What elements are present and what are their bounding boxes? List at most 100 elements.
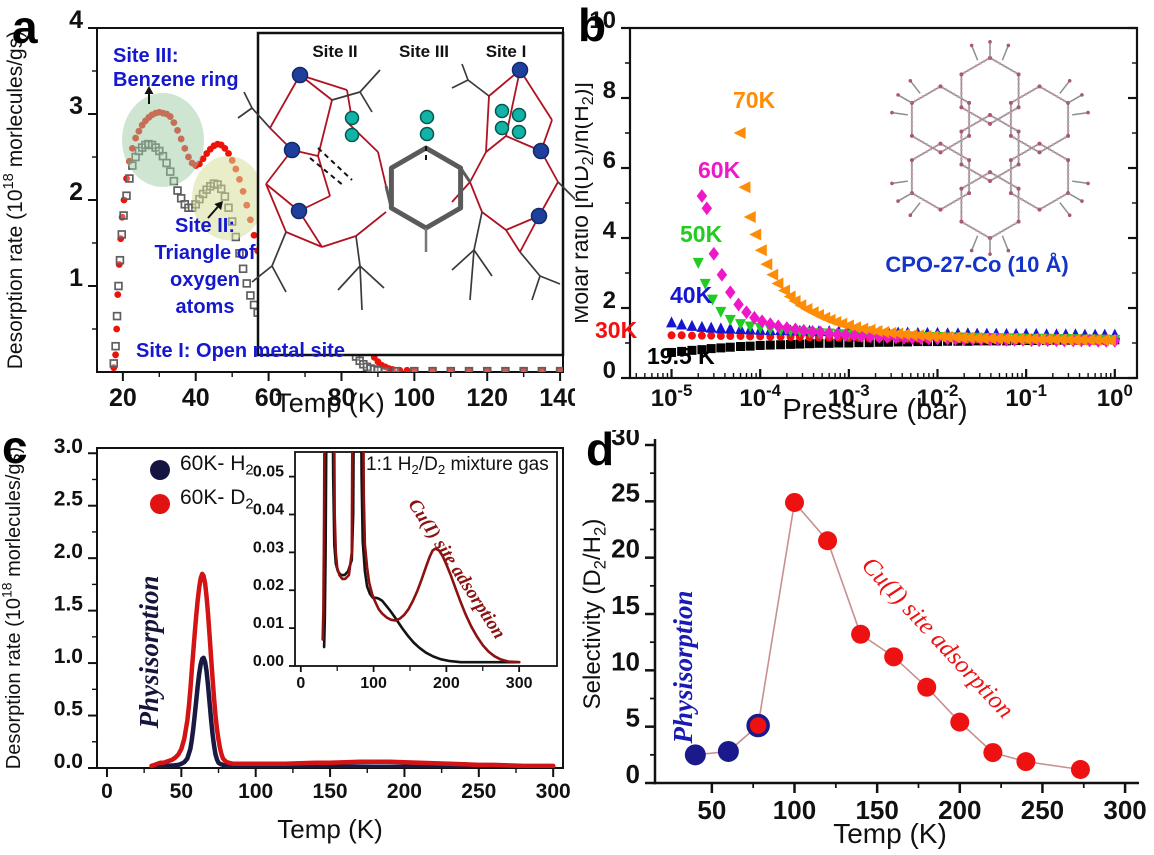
panel-label-b: b <box>578 0 607 51</box>
svg-text:300: 300 <box>536 780 571 803</box>
adsorbed-molecule-icon <box>494 120 510 136</box>
svg-text:10-1: 10-1 <box>1005 381 1047 412</box>
svg-text:100: 100 <box>773 795 816 825</box>
series-mixture-D2 <box>321 452 521 664</box>
svg-text:30K: 30K <box>595 317 638 343</box>
svg-text:1.0: 1.0 <box>54 645 83 668</box>
svg-text:0.04: 0.04 <box>253 501 284 518</box>
svg-text:Benzene ring: Benzene ring <box>113 69 239 91</box>
metal-atom-icon <box>511 61 529 79</box>
panel-c-chart: 0 50 100 150 200 250 300 0.0 0.5 1.0 1.5 2.0 2.5 3.0 T… <box>0 435 571 844</box>
svg-text:100: 100 <box>360 675 387 692</box>
svg-text:0.00: 0.00 <box>253 653 284 670</box>
svg-text:Desorption rate (1018 morlecul: Desorption rate (1018 morlecules/gs) <box>0 447 25 769</box>
svg-text:0: 0 <box>603 357 616 384</box>
svg-text:0.01: 0.01 <box>253 615 284 632</box>
adsorbed-molecule-icon <box>494 103 510 119</box>
svg-text:60K- H2: 60K- H2 <box>180 452 254 479</box>
svg-text:100: 100 <box>393 384 435 412</box>
svg-text:19.5 K: 19.5 K <box>647 343 715 369</box>
molecular-structure-inset <box>237 31 575 357</box>
svg-text:200: 200 <box>387 780 422 803</box>
adsorbed-molecule-icon <box>419 109 435 125</box>
svg-text:10: 10 <box>589 7 616 34</box>
svg-text:10-5: 10-5 <box>651 381 693 412</box>
series-60K-D2 <box>149 571 556 768</box>
svg-text:60K- D2: 60K- D2 <box>180 486 254 513</box>
svg-text:0: 0 <box>626 759 640 789</box>
svg-text:5: 5 <box>626 703 640 733</box>
svg-text:4: 4 <box>603 217 617 244</box>
metal-atom-icon <box>530 207 548 225</box>
svg-text:2.5: 2.5 <box>54 488 84 511</box>
svg-text:140: 140 <box>539 384 575 412</box>
svg-text:4: 4 <box>69 6 83 34</box>
svg-text:50: 50 <box>697 795 726 825</box>
svg-text:40K: 40K <box>670 282 713 308</box>
svg-text:0.03: 0.03 <box>253 539 284 556</box>
svg-text:10-4: 10-4 <box>739 381 781 412</box>
svg-text:150: 150 <box>855 795 898 825</box>
svg-text:0: 0 <box>101 780 113 803</box>
svg-text:Site I: Open metal site: Site I: Open metal site <box>136 340 345 362</box>
svg-text:Physisorption: Physisorption <box>134 575 164 729</box>
svg-text:1: 1 <box>69 264 83 292</box>
adsorbed-molecule-icon <box>419 126 435 142</box>
svg-text:6: 6 <box>603 147 616 174</box>
svg-text:150: 150 <box>313 780 348 803</box>
svg-text:20: 20 <box>611 534 640 564</box>
svg-text:8: 8 <box>603 77 616 104</box>
svg-text:CPO-27-Co (10 Å): CPO-27-Co (10 Å) <box>885 251 1068 277</box>
svg-text:Pressure (bar): Pressure (bar) <box>782 394 967 426</box>
svg-text:0.0: 0.0 <box>54 750 83 773</box>
svg-text:200: 200 <box>433 675 460 692</box>
svg-text:15: 15 <box>611 590 640 620</box>
svg-text:0.5: 0.5 <box>54 698 84 721</box>
svg-text:120: 120 <box>466 384 508 412</box>
svg-text:Physisorption: Physisorption <box>668 590 698 744</box>
svg-text:0.02: 0.02 <box>253 577 284 594</box>
metal-atom-icon <box>283 141 301 159</box>
svg-text:oxygen: oxygen <box>170 269 240 291</box>
svg-text:250: 250 <box>1021 795 1064 825</box>
panel-d-chart: 50 100 150 200 250 300 0 5 10 15 20 25 30 Temp (K) Sel… <box>580 430 1147 849</box>
svg-text:50K: 50K <box>680 221 723 247</box>
svg-text:200: 200 <box>938 795 981 825</box>
series-cu-site-points <box>785 492 1090 779</box>
metal-atom-icon <box>290 202 308 220</box>
svg-text:60K: 60K <box>698 157 741 183</box>
svg-text:300: 300 <box>506 675 533 692</box>
svg-text:1:1 H2/D2 mixture gas: 1:1 H2/D2 mixture gas <box>366 454 549 477</box>
svg-text:Site II: Site II <box>312 42 357 61</box>
svg-text:100: 100 <box>238 780 273 803</box>
svg-text:Desorption rate (1018 morlecul: Desorption rate (1018 morlecules/gs) <box>1 31 27 370</box>
panel-label-c: c <box>2 421 28 473</box>
adsorbed-molecule-icon <box>511 107 527 123</box>
svg-text:60: 60 <box>255 384 283 412</box>
svg-text:80: 80 <box>328 384 356 412</box>
svg-text:10-2: 10-2 <box>917 381 959 412</box>
svg-text:Site I: Site I <box>486 42 527 61</box>
panel-b-chart: 10-5 10-4 10-3 10-2 10-1 100 0 2 4 6 8 10 Pressure (… <box>575 7 1139 426</box>
svg-text:Triangle of: Triangle of <box>154 242 255 264</box>
adsorbed-molecule-icon <box>344 110 360 126</box>
svg-text:3: 3 <box>69 92 83 120</box>
svg-text:Temp (K): Temp (K) <box>277 814 382 844</box>
series-60K-H2 <box>149 655 556 768</box>
panel-label-a: a <box>12 1 38 53</box>
svg-text:2.0: 2.0 <box>54 540 83 563</box>
svg-text:2: 2 <box>69 178 83 206</box>
svg-text:Site III: Site III <box>399 42 449 61</box>
mof-framework-inset <box>890 40 1090 256</box>
svg-text:40: 40 <box>182 384 210 412</box>
svg-text:10-3: 10-3 <box>828 381 870 412</box>
svg-text:70K: 70K <box>733 87 776 113</box>
metal-atom-icon <box>532 142 550 160</box>
svg-text:Site III:: Site III: <box>113 45 179 67</box>
svg-text:Selectivity (D2/H2): Selectivity (D2/H2) <box>580 519 609 710</box>
panel-label-d: d <box>586 423 615 475</box>
svg-text:10: 10 <box>611 646 640 676</box>
svg-text:2: 2 <box>603 287 616 314</box>
highlight-ellipse <box>122 93 204 187</box>
legend-marker-icon <box>150 460 170 480</box>
